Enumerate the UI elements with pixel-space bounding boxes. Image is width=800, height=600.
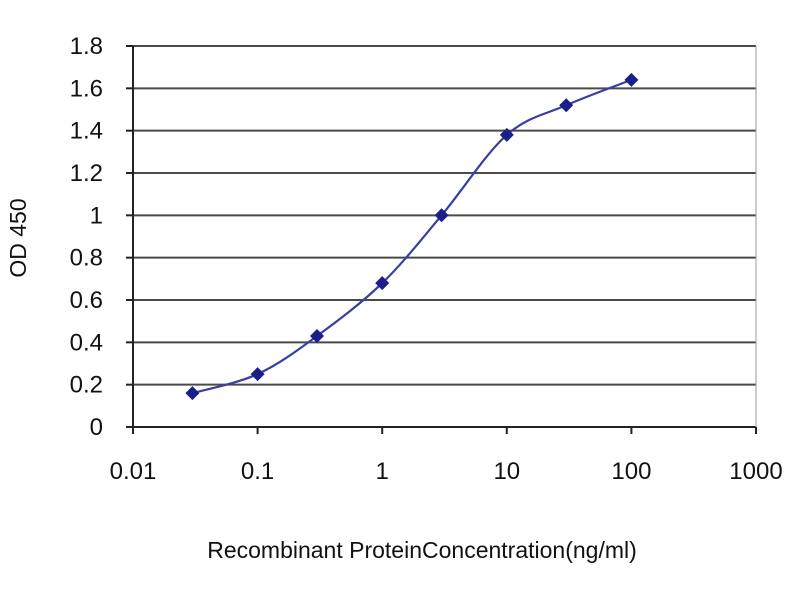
x-tick-label: 10 — [493, 458, 520, 485]
x-tick-label: 1 — [376, 458, 389, 485]
data-point — [310, 329, 324, 343]
y-tick-label: 0.2 — [70, 372, 103, 399]
data-point — [434, 208, 449, 223]
y-tick-label: 0.8 — [70, 245, 103, 272]
x-axis-title: Recombinant ProteinConcentration(ng/ml) — [207, 537, 637, 563]
y-tick-label: 1 — [90, 202, 103, 229]
y-tick-label: 1.4 — [70, 118, 103, 145]
y-tick-labels: 0 0.2 0.4 0.6 0.8 1 1.2 1.4 1.6 1.8 — [70, 33, 103, 441]
data-point — [250, 367, 265, 382]
x-tick-label: 100 — [611, 458, 651, 485]
x-tick-label: 1000 — [729, 458, 782, 485]
data-point — [559, 98, 574, 113]
series-markers — [185, 72, 639, 401]
data-point — [185, 386, 200, 401]
data-point — [375, 276, 390, 291]
series-line — [192, 78, 632, 395]
y-tick-label: 1.6 — [70, 75, 103, 102]
y-tick-label: 0 — [90, 414, 103, 441]
x-tick-labels: 0.01 0.1 1 10 100 1000 — [110, 458, 783, 485]
x-tick-label: 0.1 — [241, 458, 274, 485]
y-tick-label: 0.4 — [70, 329, 103, 356]
y-tick-label: 0.6 — [70, 287, 103, 314]
data-point — [499, 127, 514, 142]
x-tick-label: 0.01 — [110, 458, 157, 485]
y-axis-title: OD 450 — [5, 198, 31, 277]
y-tick-label: 1.2 — [70, 160, 103, 187]
data-point — [624, 72, 639, 87]
y-tick-label: 1.8 — [70, 33, 103, 60]
plot-frame — [126, 45, 757, 434]
series-line-path — [192, 78, 632, 395]
